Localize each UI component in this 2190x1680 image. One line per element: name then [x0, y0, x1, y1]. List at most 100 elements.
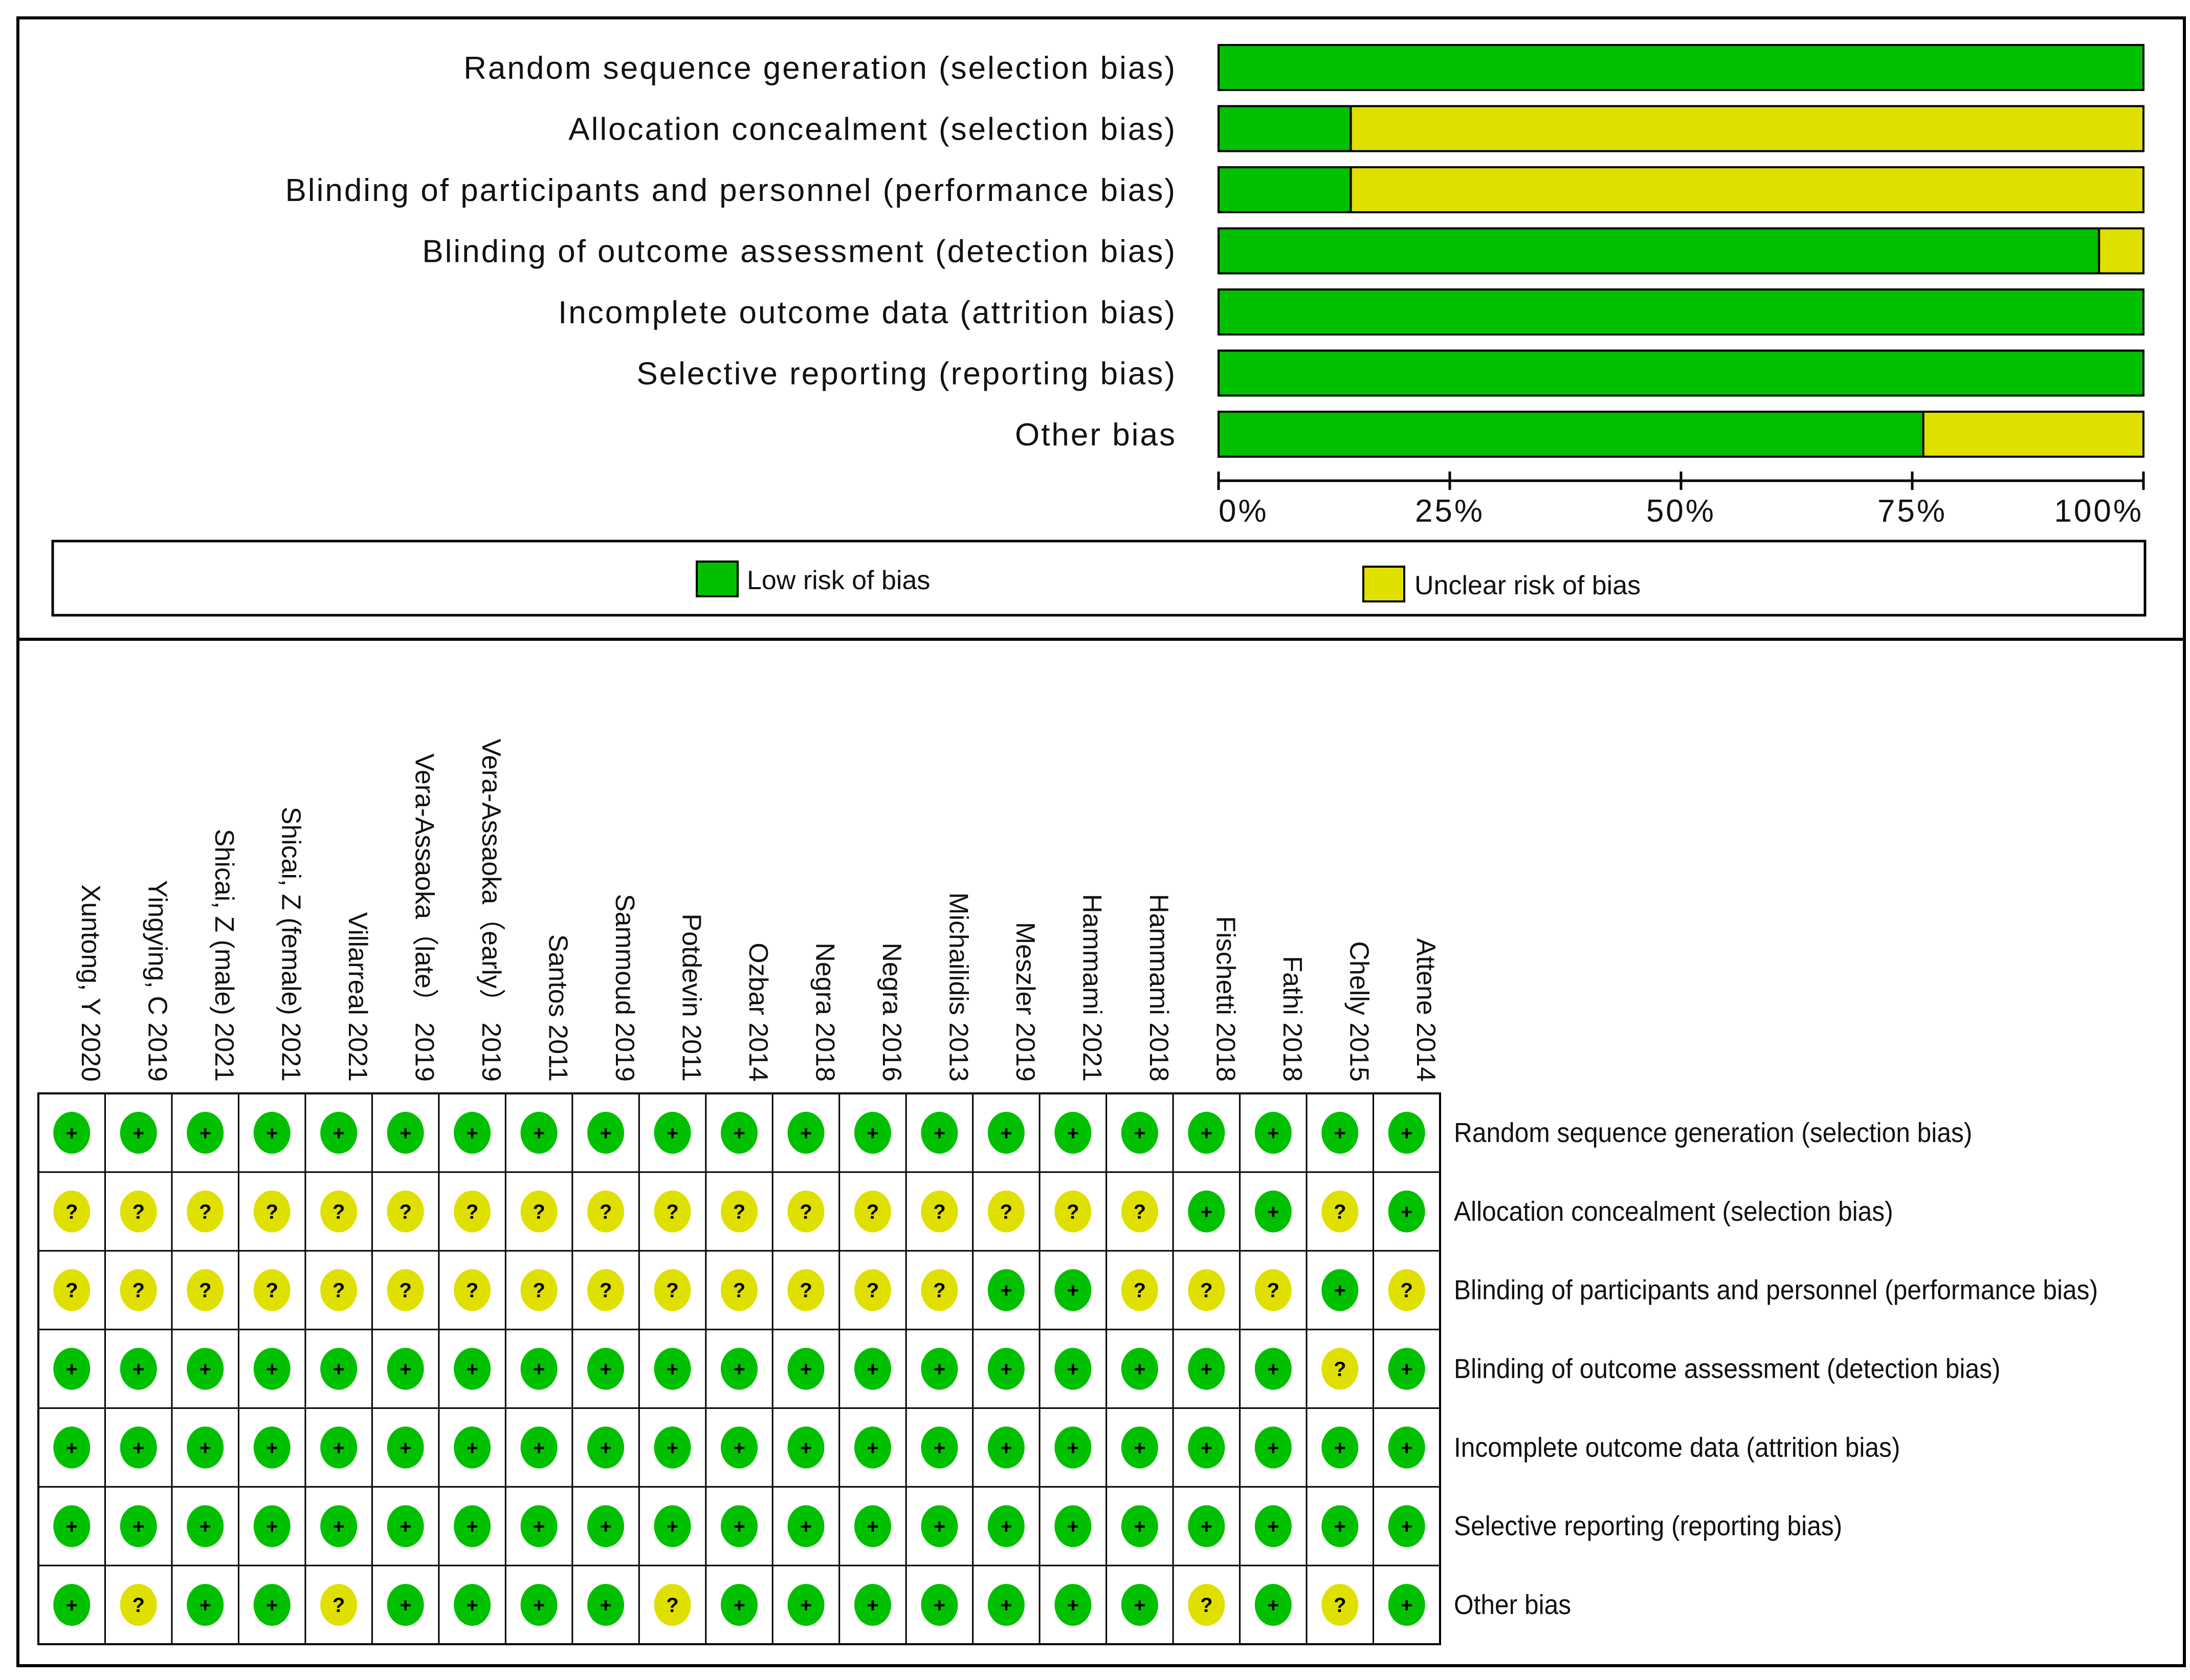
unclear-risk-dot — [187, 1269, 224, 1311]
judgement-symbol: + — [333, 1515, 344, 1538]
judgement-symbol: + — [1134, 1437, 1145, 1459]
low-risk-dot — [1254, 1584, 1292, 1626]
low-risk-dot — [721, 1584, 758, 1626]
judgement-symbol: + — [1000, 1358, 1012, 1381]
low-risk-dot — [253, 1348, 291, 1390]
study-name-label: Negra 2016 — [877, 943, 906, 1082]
low-risk-dot — [1054, 1426, 1092, 1469]
judgement-symbol: + — [600, 1122, 611, 1145]
low-risk-dot — [120, 1111, 157, 1154]
study-name-label: Chelly 2015 — [1344, 941, 1374, 1082]
low-risk-dot — [587, 1505, 625, 1548]
judgement-symbol: + — [934, 1515, 945, 1538]
judgement-symbol: + — [533, 1437, 545, 1459]
judgement-symbol: + — [400, 1122, 411, 1145]
judgement-symbol: + — [800, 1594, 812, 1617]
low-risk-dot — [1254, 1426, 1292, 1469]
judgement-symbol: + — [867, 1515, 878, 1538]
bar-segment-unclear-risk — [1922, 411, 2145, 458]
study-name-label: Xuntong, Y 2020 — [76, 884, 105, 1082]
bar-segment-low-risk — [1218, 411, 1924, 458]
study-name-label: Attene 2014 — [1411, 938, 1441, 1082]
unclear-risk-dot — [654, 1584, 691, 1626]
unclear-risk-dot — [854, 1190, 891, 1233]
judgement-symbol: + — [200, 1515, 211, 1538]
judgement-symbol: ? — [199, 1201, 211, 1223]
study-name-label: Ozbar 2014 — [743, 943, 773, 1082]
judgement-symbol: + — [934, 1122, 945, 1145]
unclear-risk-dot — [1321, 1584, 1359, 1626]
judgement-symbol: + — [800, 1515, 812, 1538]
judgement-symbol: + — [66, 1515, 78, 1538]
judgement-symbol: + — [333, 1437, 344, 1459]
unclear-risk-dot — [654, 1190, 691, 1233]
judgement-symbol: + — [600, 1594, 611, 1617]
domain-row-label: Random sequence generation (selection bi… — [1454, 1117, 1972, 1148]
unclear-risk-dot — [854, 1269, 891, 1311]
study-name-label: Vera-Assaoka（late） 2019 — [410, 753, 439, 1082]
judgement-symbol: + — [266, 1358, 278, 1381]
judgement-symbol: + — [533, 1122, 545, 1145]
judgement-symbol: + — [1401, 1515, 1412, 1538]
unclear-risk-dot — [520, 1269, 558, 1311]
unclear-risk-dot — [721, 1269, 758, 1311]
judgement-symbol: ? — [800, 1201, 812, 1223]
low-risk-dot — [1321, 1269, 1359, 1311]
low-risk-dot — [1321, 1111, 1359, 1154]
bar-segment-low-risk — [1218, 349, 2144, 397]
bar-segment-unclear-risk — [2098, 227, 2144, 275]
judgement-symbol: ? — [1200, 1594, 1212, 1617]
low-risk-dot — [1188, 1111, 1225, 1154]
low-risk-dot — [854, 1348, 891, 1390]
study-name-label: Michailidis 2013 — [943, 892, 973, 1082]
low-risk-dot — [654, 1505, 691, 1548]
judgement-symbol: + — [466, 1515, 478, 1538]
low-risk-dot — [1254, 1190, 1292, 1233]
low-risk-dot — [654, 1426, 691, 1469]
judgement-symbol: ? — [132, 1201, 144, 1223]
unclear-risk-dot — [120, 1584, 157, 1626]
judgement-symbol: + — [1401, 1594, 1412, 1617]
domain-row-label: Incomplete outcome data (attrition bias) — [1454, 1431, 1900, 1462]
low-risk-dot — [921, 1111, 958, 1154]
low-risk-dot — [987, 1505, 1025, 1548]
low-risk-dot — [921, 1584, 958, 1626]
unclear-risk-dot — [320, 1269, 358, 1311]
unclear-risk-dot — [1321, 1190, 1359, 1233]
unclear-risk-dot — [387, 1269, 424, 1311]
low-risk-dot — [53, 1348, 91, 1390]
study-name-label: Fischetti 2018 — [1210, 916, 1240, 1082]
low-risk-dot — [1321, 1426, 1359, 1469]
bar-segment-low-risk — [1218, 44, 2144, 91]
x-axis-tick-label: 75% — [1877, 494, 1947, 529]
low-risk-dot — [454, 1426, 491, 1469]
low-risk-dot — [387, 1111, 424, 1154]
judgement-symbol: + — [800, 1122, 812, 1145]
low-risk-dot — [187, 1426, 224, 1469]
unclear-risk-dot — [1054, 1190, 1092, 1233]
low-risk-dot — [787, 1111, 825, 1154]
judgement-symbol: + — [733, 1594, 745, 1617]
judgement-symbol: + — [1267, 1594, 1279, 1617]
judgement-symbol: ? — [1067, 1201, 1079, 1223]
domain-row-label: Blinding of outcome assessment (detectio… — [1454, 1353, 2000, 1384]
unclear-risk-dot — [454, 1269, 491, 1311]
judgement-symbol: + — [1067, 1122, 1079, 1145]
judgement-symbol: ? — [533, 1201, 545, 1223]
low-risk-dot — [520, 1505, 558, 1548]
legend-swatch-unclear-risk — [1362, 566, 1405, 602]
study-name-label: Hammami 2018 — [1144, 894, 1174, 1082]
unclear-risk-dot — [921, 1190, 958, 1233]
low-risk-dot — [1188, 1505, 1225, 1548]
judgement-symbol: + — [132, 1515, 144, 1538]
bar-segment-unclear-risk — [1350, 166, 2144, 213]
judgement-symbol: + — [867, 1122, 878, 1145]
judgement-symbol: + — [1201, 1201, 1212, 1223]
judgement-symbol: + — [466, 1437, 478, 1459]
judgement-symbol: + — [1201, 1122, 1212, 1145]
judgement-symbol: ? — [1267, 1280, 1279, 1302]
judgement-symbol: ? — [399, 1201, 411, 1223]
judgement-symbol: + — [1000, 1515, 1012, 1538]
low-risk-dot — [854, 1426, 891, 1469]
low-risk-dot — [854, 1505, 891, 1548]
